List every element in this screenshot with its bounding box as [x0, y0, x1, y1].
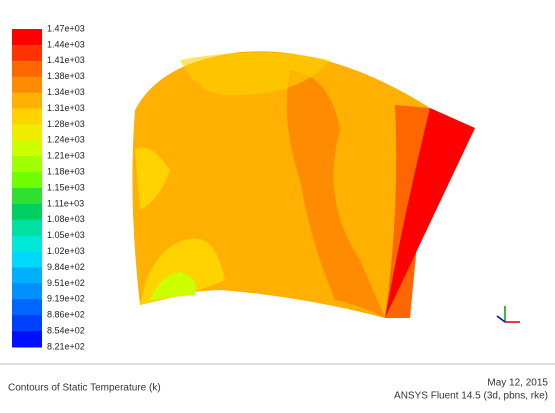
color-swatch	[12, 124, 42, 141]
color-swatch	[12, 235, 42, 253]
colorbar-label: 9.19e+02	[47, 294, 85, 304]
colorbar-label: 9.51e+02	[47, 278, 85, 288]
color-swatch	[12, 219, 42, 237]
contour-field	[132, 51, 475, 319]
colorbar-label: 1.34e+03	[47, 87, 85, 97]
color-swatch	[12, 172, 42, 189]
colorbar-label: 1.08e+03	[47, 214, 85, 224]
color-swatch	[12, 140, 42, 157]
color-swatch	[12, 283, 42, 300]
color-swatch	[12, 29, 42, 46]
colorbar-label: 1.47e+03	[47, 23, 85, 33]
colorbar-label: 1.15e+03	[47, 182, 85, 192]
colorbar-label: 1.05e+03	[47, 230, 85, 240]
colorbar-label: 1.44e+03	[47, 39, 85, 49]
color-swatch	[12, 203, 42, 221]
color-swatch	[12, 92, 42, 109]
colorbar-label: 1.18e+03	[47, 166, 85, 176]
color-swatch	[12, 188, 42, 205]
color-swatch	[12, 60, 42, 78]
colorbar-label: 1.24e+03	[47, 135, 85, 145]
color-swatch	[12, 251, 42, 268]
colorbar-label: 1.31e+03	[47, 103, 85, 113]
color-swatch	[12, 156, 42, 173]
footer-title: Contours of Static Temperature (k)	[8, 383, 161, 394]
colorbar-label: 8.54e+02	[47, 325, 85, 335]
colorbar-label: 8.21e+02	[47, 341, 85, 351]
colorbar: 1.47e+03 1.44e+03 1.41e+03 1.38e+03 1.34e+03…	[12, 23, 85, 351]
colorbar-label: 8.86e+02	[47, 310, 85, 320]
color-swatch	[12, 44, 42, 62]
footer-date: May 12, 2015	[487, 378, 548, 389]
color-swatch	[12, 331, 42, 348]
colorbar-label: 9.84e+02	[47, 262, 85, 272]
color-swatch	[12, 267, 42, 284]
color-swatch	[12, 108, 42, 125]
color-swatch	[12, 76, 42, 94]
color-swatch	[12, 315, 42, 332]
colorbar-label: 1.38e+03	[47, 71, 85, 81]
colorbar-label: 1.02e+03	[47, 246, 85, 256]
axis-triad	[496, 306, 520, 323]
colorbar-label: 1.11e+03	[47, 198, 84, 208]
color-swatch	[12, 299, 42, 316]
colorbar-label: 1.21e+03	[47, 151, 85, 161]
colorbar-label: 1.28e+03	[47, 119, 85, 129]
footer-software: ANSYS Fluent 14.5 (3d, pbns, rke)	[394, 391, 548, 402]
colorbar-label: 1.41e+03	[47, 55, 85, 65]
